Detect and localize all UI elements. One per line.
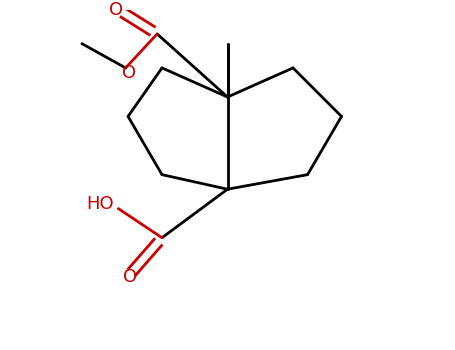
Text: O: O: [122, 64, 136, 82]
Text: HO: HO: [86, 195, 113, 213]
Text: O: O: [109, 1, 123, 19]
Text: O: O: [123, 267, 137, 286]
